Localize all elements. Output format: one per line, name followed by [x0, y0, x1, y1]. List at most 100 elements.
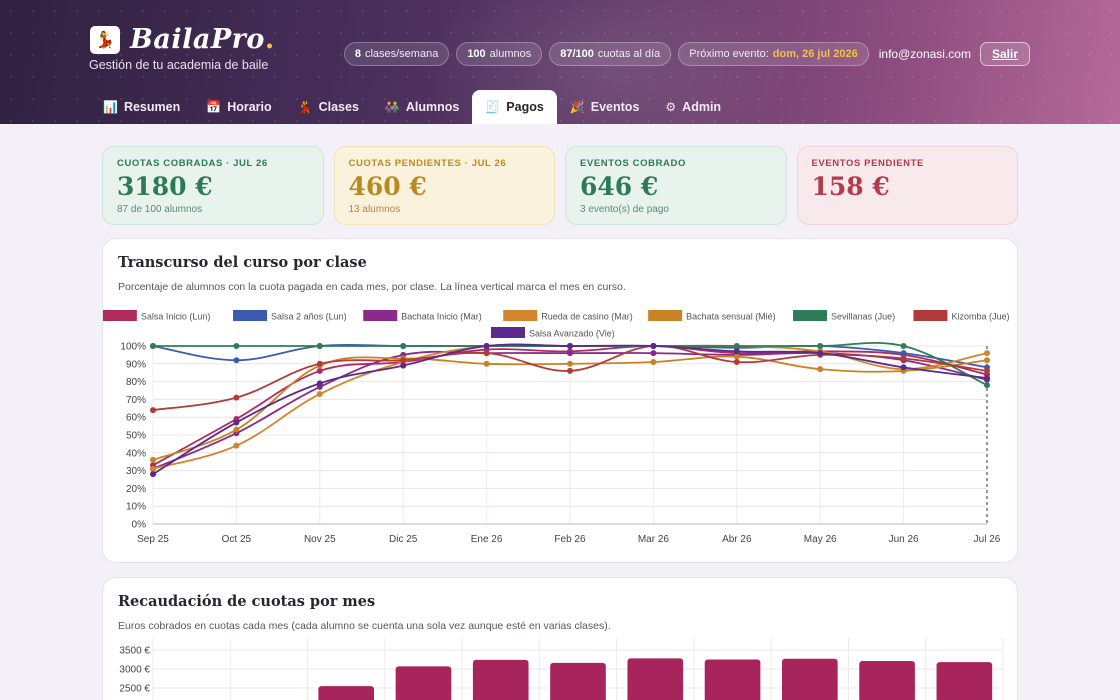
tab-pagos[interactable]: 🧾 Pagos: [472, 90, 557, 124]
tab-resumen[interactable]: 📊 Resumen: [90, 90, 193, 124]
data-point[interactable]: [900, 343, 907, 349]
data-point[interactable]: [984, 357, 990, 364]
data-point[interactable]: [150, 465, 156, 472]
data-point[interactable]: [316, 391, 323, 398]
legend-item[interactable]: Sevillanas (Jue): [793, 310, 895, 322]
data-point[interactable]: [650, 343, 657, 349]
data-point[interactable]: [650, 350, 657, 357]
data-point[interactable]: [817, 343, 824, 349]
tab-label: Horario: [227, 100, 272, 114]
app-logo[interactable]: 💃 BailaPro.: [90, 24, 274, 55]
legend-label: Bachata Inicio (Mar): [401, 312, 482, 322]
revenue-bar[interactable]: [550, 662, 606, 700]
data-point[interactable]: [733, 343, 740, 349]
data-point[interactable]: [400, 362, 407, 369]
data-point[interactable]: [483, 350, 490, 357]
legend-item[interactable]: Kizomba (Jue): [913, 310, 1009, 322]
legend-item[interactable]: Bachata Inicio (Mar): [363, 310, 482, 322]
app-tagline: Gestión de tu academia de baile: [89, 58, 269, 72]
revenue-bar[interactable]: [395, 666, 452, 700]
y-tick-label: 0%: [132, 520, 147, 531]
logo-dot: .: [264, 24, 275, 55]
revenue-bar[interactable]: [859, 661, 915, 700]
data-point[interactable]: [233, 426, 240, 433]
data-point[interactable]: [567, 367, 573, 374]
legend-item[interactable]: Bachata sensual (Mié): [648, 310, 776, 322]
data-point[interactable]: [233, 343, 240, 349]
revenue-bar[interactable]: [627, 658, 684, 700]
revenue-panel: Recaudación de cuotas por mes Euros cobr…: [102, 577, 1018, 700]
data-point[interactable]: [817, 366, 824, 373]
data-point[interactable]: [650, 359, 657, 366]
tab-label: Pagos: [506, 100, 544, 114]
data-point[interactable]: [900, 364, 907, 371]
card-label: Eventos pendiente: [811, 158, 924, 169]
data-point[interactable]: [400, 357, 407, 364]
stat-pill-fees: 87/100 cuotas al día: [549, 42, 672, 66]
data-point[interactable]: [984, 367, 990, 374]
legend-item[interactable]: Rueda de casino (Mar): [503, 310, 633, 322]
legend-item[interactable]: Salsa 2 años (Lun): [233, 310, 347, 322]
data-point[interactable]: [400, 343, 407, 349]
data-point[interactable]: [733, 359, 740, 366]
revenue-bar[interactable]: [782, 658, 838, 700]
legend-item[interactable]: Salsa Inicio (Lun): [103, 310, 210, 322]
data-point[interactable]: [233, 442, 240, 449]
data-point[interactable]: [316, 367, 323, 374]
tab-eventos[interactable]: 🎉 Eventos: [557, 90, 653, 124]
data-point[interactable]: [233, 394, 240, 401]
tab-clases[interactable]: 💃 Clases: [285, 90, 372, 124]
y-tick-label: 80%: [126, 377, 146, 388]
x-tick-label: Mar 26: [638, 534, 670, 545]
tab-icon: 📊: [103, 100, 118, 114]
data-point[interactable]: [150, 407, 156, 414]
data-point[interactable]: [150, 456, 156, 463]
data-point[interactable]: [233, 419, 240, 426]
summary-card: Cuotas cobradas · jul 26 3180 € 87 de 100 …: [102, 146, 324, 225]
data-point[interactable]: [984, 350, 990, 357]
data-point[interactable]: [150, 471, 156, 478]
tab-icon: 👫: [384, 100, 400, 114]
legend-swatch: [233, 310, 268, 321]
data-point[interactable]: [316, 343, 323, 349]
card-subtext: 13 alumnos: [348, 204, 401, 215]
x-tick-label: Sep 25: [137, 534, 169, 545]
data-point[interactable]: [900, 355, 907, 362]
card-value: 3180 €: [117, 172, 213, 201]
tab-admin[interactable]: ⚙ Admin: [652, 90, 734, 124]
revenue-bar[interactable]: [318, 686, 374, 700]
data-point[interactable]: [483, 360, 490, 367]
data-point[interactable]: [900, 350, 907, 357]
data-point[interactable]: [233, 357, 240, 364]
y-tick-label: 100%: [120, 342, 146, 353]
data-point[interactable]: [567, 360, 573, 367]
data-point[interactable]: [984, 382, 990, 389]
revenue-bar[interactable]: [472, 659, 529, 700]
data-point[interactable]: [316, 380, 323, 387]
card-subtext: 3 evento(s) de pago: [580, 204, 669, 215]
revenue-bar-chart: 2500 € 3000 € 3500 €: [119, 638, 1004, 700]
data-point[interactable]: [567, 343, 573, 349]
data-point[interactable]: [150, 343, 156, 349]
legend-label: Bachata sensual (Mié): [686, 312, 776, 322]
data-point[interactable]: [567, 350, 573, 357]
data-point[interactable]: [733, 348, 740, 355]
legend-item[interactable]: Salsa Avanzado (Vie): [491, 327, 615, 339]
legend-label: Salsa Avanzado (Vie): [529, 329, 615, 339]
tab-label: Resumen: [123, 100, 181, 114]
data-point[interactable]: [483, 343, 490, 349]
logout-button[interactable]: Salir: [979, 42, 1030, 66]
data-point[interactable]: [817, 350, 824, 357]
legend-swatch: [363, 310, 398, 321]
tab-horario[interactable]: 📅 Horario: [193, 90, 284, 124]
data-point[interactable]: [733, 353, 740, 360]
data-point[interactable]: [316, 360, 323, 367]
y-tick-label: 3000 €: [119, 665, 150, 676]
tab-alumnos[interactable]: 👫 Alumnos: [372, 90, 472, 124]
revenue-bar[interactable]: [936, 662, 993, 700]
summary-card: Eventos pendiente 158 €: [796, 146, 1018, 225]
data-point[interactable]: [984, 375, 990, 382]
legend-label: Kizomba (Jue): [951, 312, 1009, 322]
legend-label: Rueda de casino (Mar): [541, 312, 633, 322]
revenue-bar[interactable]: [704, 659, 761, 700]
